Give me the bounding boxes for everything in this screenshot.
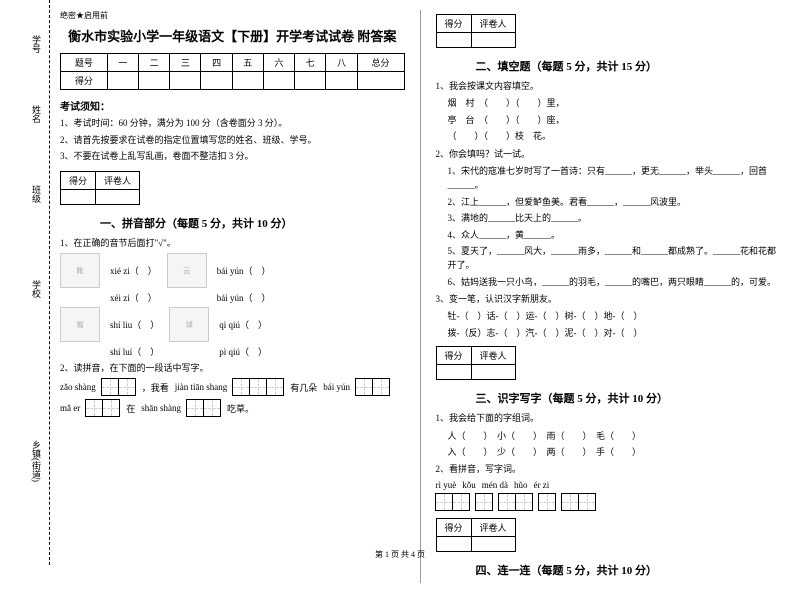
write-row: mǎ er 在 shān shàng 吃草。	[60, 399, 405, 417]
char-change-row[interactable]: 拨-（反）志-（ ）汽-（ ）泥-（ ）对-（ ）	[448, 326, 781, 340]
question-text: 2、看拼音，写字词。	[436, 462, 781, 476]
th: 六	[263, 54, 294, 72]
section-score-box: 得分评卷人	[436, 346, 516, 380]
th: 五	[232, 54, 263, 72]
char-box[interactable]	[101, 378, 119, 396]
fill-row[interactable]: 亭 台 （ ）（ ）座，	[448, 113, 781, 127]
row-label: 得分	[61, 72, 108, 90]
pinyin-option[interactable]: bái yún（ ）	[217, 291, 271, 304]
pinyin-option[interactable]: xié zi（ ）	[110, 264, 157, 277]
margin-label: 班级	[30, 185, 43, 203]
margin-label: 学校	[30, 280, 43, 298]
th: 四	[201, 54, 232, 72]
boot-icon: 靴	[60, 253, 100, 288]
section-score-box: 得分评卷人	[436, 518, 516, 552]
section-4-title: 四、连一连（每题 5 分，共计 10 分）	[476, 562, 781, 578]
left-column: 绝密★启用前 衡水市实验小学一年级语文【下册】开学考试试卷 附答案 题号 一 二…	[60, 10, 405, 583]
column-divider	[420, 10, 421, 583]
section-3-title: 三、识字写字（每题 5 分，共计 10 分）	[476, 390, 781, 406]
notice-item: 1、考试时间：60 分钟，满分为 100 分（含卷面分 3 分）。	[60, 117, 405, 131]
fill-row[interactable]: （ ）（ ）枝 花。	[448, 129, 781, 143]
margin-label: 乡镇(街道)	[30, 440, 43, 482]
section-1-title: 一、拼音部分（每题 5 分，共计 10 分）	[100, 215, 405, 231]
pinyin-option[interactable]: bái yún（ ）	[217, 264, 271, 277]
question-text: 2、读拼音，在下面的一段话中写字。	[60, 361, 405, 375]
py-label: shān shàng	[141, 403, 181, 413]
py-label: mǎ er	[60, 403, 80, 413]
question-text: 1、在正确的音节后面打"√"。	[60, 236, 405, 250]
sub-q[interactable]: 2、江上______，但爱鲈鱼美。君看______，______风波里。	[448, 195, 781, 209]
th: 二	[139, 54, 170, 72]
char-box[interactable]	[118, 378, 136, 396]
word-group-row[interactable]: 入（ ） 少（ ） 两（ ） 手（ ）	[448, 445, 781, 459]
question-text: 2、你会填吗？试一试。	[436, 147, 781, 161]
margin-label: 学号	[30, 35, 43, 53]
pinyin-write-row: rì yuè kǒu mén dà hǔo ér zi	[436, 480, 781, 490]
fill-row[interactable]: 烟 村 （ ）（ ）里，	[448, 96, 781, 110]
th: 题号	[61, 54, 108, 72]
char-change-row[interactable]: 牡-（ ）话-（ ）运-（ ）树-（ ）地-（ ）	[448, 309, 781, 323]
section-score-box: 得分评卷人	[60, 171, 140, 205]
sub-q[interactable]: 1、宋代的寇准七岁时写了一首诗：只有______，更无______，举头____…	[448, 164, 781, 193]
question-text: 1、我会按课文内容填空。	[436, 79, 781, 93]
pinyin-row: 靴 xié zi（ ） 云 bái yún（ ）	[60, 253, 405, 288]
pinyin-option[interactable]: qì qiú（ ）	[219, 318, 267, 331]
sub-q[interactable]: 3、满地的______比天上的______。	[448, 211, 781, 225]
exam-title: 衡水市实验小学一年级语文【下册】开学考试试卷 附答案	[60, 26, 405, 45]
notice-item: 2、请首先按要求在试卷的指定位置填写您的姓名、班级、学号。	[60, 134, 405, 148]
pinyin-row: 榴 shí liu（ ） 球 qì qiú（ ）	[60, 307, 405, 342]
sub-q[interactable]: 6、姑妈送我一只小鸟，______的羽毛，______的嘴巴，两只眼睛_____…	[448, 275, 781, 289]
section-score-box: 得分评卷人	[436, 14, 516, 48]
pinyin-row: shí luí（ ） pì qiú（ ）	[60, 345, 405, 358]
cloud-icon: 云	[167, 253, 207, 288]
py-label: bái yún	[323, 382, 350, 392]
pinyin-row: xéi zi（ ） bái yún（ ）	[60, 291, 405, 304]
pinyin-option[interactable]: pì qiú（ ）	[219, 345, 267, 358]
binding-margin: 学号 姓名 班级 学校 乡镇(街道)	[0, 0, 50, 565]
page-footer: 第 1 页 共 4 页	[375, 549, 425, 560]
py-label: zǎo shàng	[60, 382, 96, 392]
py-label: jiàn tiān shang	[175, 382, 228, 392]
sub-q[interactable]: 5、夏天了，______风大，______雨多，______和______都成熟…	[448, 244, 781, 273]
total-score-table: 题号 一 二 三 四 五 六 七 八 总分 得分	[60, 53, 405, 90]
sub-q[interactable]: 4、众人______，黄______。	[448, 228, 781, 242]
write-row: zǎo shàng ，我看 jiàn tiān shang 有几朵 bái yú…	[60, 378, 405, 396]
pinyin-option[interactable]: xéi zi（ ）	[110, 291, 157, 304]
pomegranate-icon: 榴	[60, 307, 100, 342]
th: 总分	[357, 54, 404, 72]
pinyin-option[interactable]: shí luí（ ）	[110, 345, 159, 358]
notice-title: 考试须知：	[60, 98, 405, 113]
margin-label: 姓名	[30, 105, 43, 123]
pinyin-option[interactable]: shí liu（ ）	[110, 318, 159, 331]
question-text: 1、我会给下面的字组词。	[436, 411, 781, 425]
page-content: 绝密★启用前 衡水市实验小学一年级语文【下册】开学考试试卷 附答案 题号 一 二…	[0, 0, 800, 593]
char-grid-row	[436, 493, 781, 511]
th: 三	[170, 54, 201, 72]
th: 七	[295, 54, 326, 72]
th: 八	[326, 54, 357, 72]
notice-item: 3、不要在试卷上乱写乱画，卷面不整洁扣 3 分。	[60, 150, 405, 164]
th: 一	[107, 54, 138, 72]
section-2-title: 二、填空题（每题 5 分，共计 15 分）	[476, 58, 781, 74]
confidential-mark: 绝密★启用前	[60, 10, 405, 21]
question-text: 3、变一笔，认识汉字新朋友。	[436, 292, 781, 306]
right-column: 得分评卷人 二、填空题（每题 5 分，共计 15 分） 1、我会按课文内容填空。…	[436, 10, 781, 583]
balloon-icon: 球	[169, 307, 209, 342]
word-group-row[interactable]: 人（ ） 小（ ） 雨（ ） 毛（ ）	[448, 429, 781, 443]
